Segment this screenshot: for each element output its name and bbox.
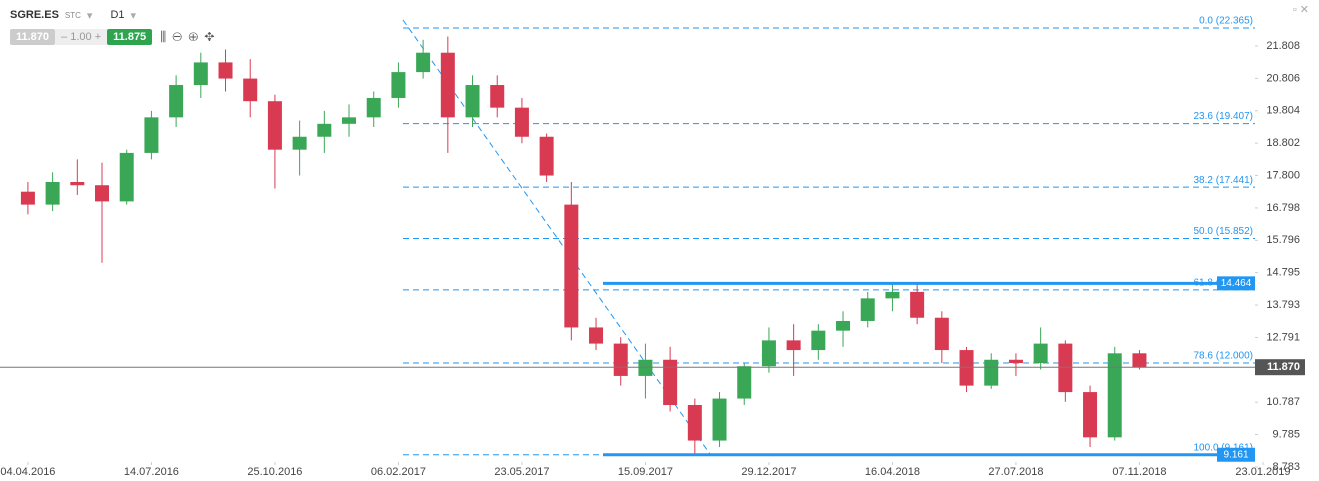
y-tick-label: 18.802 [1266,137,1300,149]
window-controls[interactable]: ▫ ✕ [1292,4,1309,16]
exchange: STC [64,10,81,20]
candle-body [860,298,875,321]
candle-body [687,405,702,441]
candle-body [490,85,505,108]
x-tick-label: 23.05.2017 [494,466,549,478]
candle-body [440,52,455,118]
candle-body [1033,343,1048,363]
x-tick-label: 04.04.2016 [0,466,55,478]
candle-body [391,72,406,98]
step: 1.00 [70,31,92,43]
dropdown[interactable]: ▾ [86,9,93,22]
candle-body [613,343,628,376]
candle-body [984,359,999,386]
candle-body [514,107,529,137]
candle-body [243,78,258,102]
candle-body [836,320,851,331]
ask-price[interactable]: 11.875 [107,29,153,45]
header: SGRE.ES STC ▾ D1 ▾ 11.870 – 1.00 + 11.87… [10,6,221,46]
x-tick-label: 16.04.2018 [865,466,920,478]
candle-body [539,136,554,176]
y-tick-label: 8.783 [1272,461,1300,473]
symbol-row: SGRE.ES STC ▾ D1 ▾ [10,6,221,24]
candle-body [416,52,431,73]
candle-body [20,191,35,205]
y-tick-label: 15.796 [1266,234,1300,246]
x-tick-label: 06.02.2017 [371,466,426,478]
candle-body [811,330,826,351]
candle-body [589,327,604,344]
level-label: 14.464 [1221,278,1252,289]
candle-body [1107,353,1122,438]
current-price-label: 11.870 [1267,361,1300,373]
candle-body [292,136,307,150]
candle-body [1132,353,1147,368]
candle-body [959,350,974,386]
level-badge [1217,447,1255,462]
candle-body [70,181,85,186]
fib-label: 23.6 (19.407) [1194,111,1254,122]
x-tick-label: 27.07.2018 [988,466,1043,478]
current-price-badge [1255,359,1305,376]
x-tick-label: 25.10.2016 [247,466,302,478]
candle-body [1008,359,1023,363]
candle-body [786,340,801,351]
candle-body [218,62,233,79]
y-tick-label: 14.795 [1266,267,1300,279]
symbol[interactable]: SGRE.ES [10,9,59,21]
x-tick-label: 29.12.2017 [741,466,796,478]
candle-body [193,62,208,86]
candle-body [342,117,357,124]
fib-label: 50.0 (15.852) [1194,226,1254,237]
candle-body [267,101,282,150]
y-tick-label: 19.804 [1266,105,1300,117]
fib-label: 78.6 (12.000) [1194,351,1254,362]
x-tick-label: 07.11.2018 [1112,466,1166,478]
candle-body [366,97,381,118]
candle-body [1058,343,1073,393]
fib-label: 0.0 (22.365) [1199,16,1253,27]
y-tick-label: 21.808 [1266,40,1300,52]
trade-row: 11.870 – 1.00 + 11.875 ⫼⊖⊕✥ [10,28,221,46]
fib-label: 38.2 (17.441) [1194,175,1254,186]
y-tick-label: 20.806 [1266,72,1300,84]
bid-price[interactable]: 11.870 [10,29,56,45]
y-tick-label: 9.785 [1272,428,1300,440]
candle-body [761,340,776,367]
step-box[interactable]: – 1.00 + [55,29,108,45]
x-tick-label: 15.09.2017 [618,466,673,478]
candle-body [1083,392,1098,438]
candle-body [45,181,60,205]
candle-body [910,291,925,318]
level-badge [1217,276,1255,291]
timeframe[interactable]: D1 [110,9,125,21]
candle-body [465,85,480,118]
y-tick-label: 13.793 [1266,299,1300,311]
candle-body [737,366,752,399]
candle-body [119,152,134,202]
candle-body [95,185,110,202]
y-tick-label: 10.787 [1266,396,1300,408]
x-tick-label: 23.01.2019 [1235,466,1290,478]
y-tick-label: 16.798 [1266,202,1300,214]
y-tick-label: 17.800 [1266,169,1300,181]
dropdown[interactable]: ▾ [130,9,137,22]
candle-body [934,317,949,351]
fib-trend-line [402,19,711,455]
level-label: 9.161 [1223,449,1248,460]
candle-body [169,85,184,118]
toolbar-icons[interactable]: ⫼⊖⊕✥ [160,29,221,44]
candle-body [638,359,653,376]
candle-body [885,291,900,299]
candle-body [317,123,332,137]
candle-body [712,398,727,441]
candle-body [663,359,678,406]
x-tick-label: 14.07.2016 [124,466,179,478]
y-tick-label: 12.791 [1266,331,1300,343]
candle-body [564,204,579,328]
candle-body [144,117,159,153]
